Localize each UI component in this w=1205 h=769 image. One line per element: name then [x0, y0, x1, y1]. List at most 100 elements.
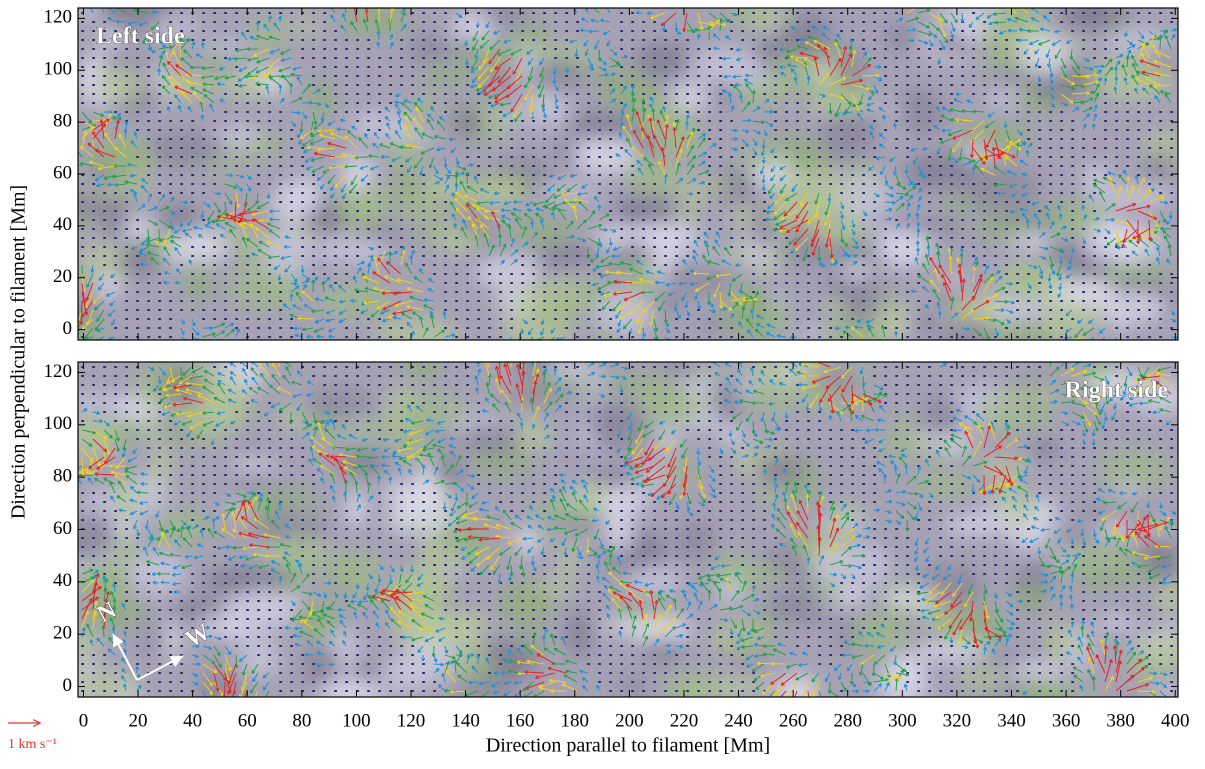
- intensity-patch: [651, 128, 708, 156]
- intensity-patch: [94, 65, 145, 105]
- intensity-patch: [394, 394, 471, 429]
- intensity-patch: [504, 388, 584, 402]
- intensity-patch: [883, 23, 921, 51]
- intensity-patch: [355, 418, 398, 442]
- intensity-patch: [632, 223, 702, 248]
- intensity-patch: [150, 19, 202, 36]
- intensity-patch: [1013, 584, 1052, 611]
- intensity-patch: [498, 581, 554, 628]
- intensity-patch: [712, 375, 738, 422]
- intensity-patch: [247, 16, 284, 52]
- intensity-patch: [976, 458, 1032, 473]
- x-tick-label: 180: [561, 710, 590, 731]
- y-tick-label: 0: [63, 318, 73, 339]
- intensity-patch: [709, 620, 771, 657]
- intensity-patch: [184, 258, 214, 303]
- intensity-patch: [921, 393, 963, 438]
- intensity-patch: [594, 292, 654, 336]
- intensity-patch: [1083, 221, 1148, 264]
- intensity-patch: [1104, 28, 1173, 55]
- intensity-patch: [879, 231, 931, 267]
- x-tick-label: 100: [342, 710, 371, 731]
- x-tick-label: 20: [129, 710, 148, 731]
- intensity-patch: [1043, 620, 1077, 662]
- intensity-texture: [78, 8, 1178, 340]
- flow-arrows: [81, 362, 1172, 697]
- intensity-patch: [420, 534, 442, 580]
- intensity-patch: [567, 610, 592, 658]
- intensity-patch: [994, 489, 1041, 528]
- x-tick-label: 320: [943, 710, 972, 731]
- intensity-patch: [911, 315, 936, 334]
- intensity-patch: [900, 91, 946, 136]
- intensity-patch: [223, 565, 292, 598]
- intensity-patch: [78, 392, 122, 412]
- intensity-patch: [905, 153, 978, 190]
- intensity-patch: [156, 204, 201, 233]
- intensity-patch: [170, 404, 244, 434]
- intensity-patch: [78, 510, 117, 558]
- intensity-patch: [283, 530, 319, 576]
- intensity-patch: [731, 563, 787, 586]
- y-tick-label: 40: [53, 214, 72, 235]
- intensity-patch: [512, 21, 551, 48]
- intensity-patch: [340, 153, 374, 193]
- intensity-patch: [319, 678, 376, 697]
- intensity-patch: [813, 542, 892, 591]
- intensity-patch: [1049, 279, 1114, 304]
- intensity-patch: [616, 676, 651, 695]
- intensity-patch: [762, 135, 821, 150]
- intensity-patch: [277, 407, 309, 429]
- intensity-patch: [261, 228, 313, 276]
- x-tick-label: 120: [397, 710, 426, 731]
- intensity-patch: [374, 323, 407, 340]
- intensity-patch: [406, 34, 451, 65]
- intensity-patch: [398, 189, 454, 225]
- intensity-patch: [775, 239, 846, 266]
- intensity-patch: [80, 606, 151, 627]
- panel-annotation: Right side: [1065, 378, 1169, 404]
- intensity-patch: [226, 588, 295, 633]
- intensity-patch: [1100, 292, 1167, 324]
- x-tick-label: 60: [238, 710, 257, 731]
- intensity-patch: [113, 527, 140, 571]
- intensity-patch: [344, 490, 368, 527]
- x-tick-label: 160: [506, 710, 535, 731]
- intensity-patch: [938, 319, 996, 340]
- intensity-patch: [681, 196, 702, 214]
- y-tick-label: 120: [44, 361, 73, 382]
- intensity-patch: [660, 673, 723, 697]
- y-tick-label: 20: [53, 623, 72, 644]
- intensity-patch: [239, 636, 279, 678]
- intensity-patch: [604, 507, 634, 553]
- intensity-patch: [983, 90, 1022, 108]
- intensity-patch: [146, 131, 223, 168]
- intensity-patch: [659, 460, 695, 484]
- intensity-patch: [942, 516, 1018, 534]
- intensity-patch: [873, 440, 950, 459]
- intensity-patch: [530, 57, 588, 91]
- intensity-patch: [540, 183, 601, 199]
- x-tick-label: 380: [1106, 710, 1135, 731]
- x-tick-label: 340: [997, 710, 1026, 731]
- intensity-patch: [78, 561, 129, 597]
- intensity-patch: [1076, 508, 1123, 522]
- intensity-patch: [423, 68, 483, 85]
- intensity-patch: [890, 220, 969, 235]
- y-tick-label: 60: [53, 518, 72, 539]
- intensity-patch: [484, 8, 529, 26]
- intensity-patch: [814, 517, 870, 533]
- intensity-patch: [833, 174, 893, 219]
- intensity-patch: [455, 175, 524, 206]
- intensity-patch: [171, 598, 233, 624]
- intensity-patch: [625, 566, 683, 594]
- intensity-patch: [78, 8, 105, 18]
- x-tick-label: 220: [670, 710, 699, 731]
- intensity-patch: [474, 253, 542, 291]
- intensity-patch: [602, 486, 653, 511]
- intensity-patch: [1029, 439, 1059, 460]
- intensity-patch: [470, 448, 533, 478]
